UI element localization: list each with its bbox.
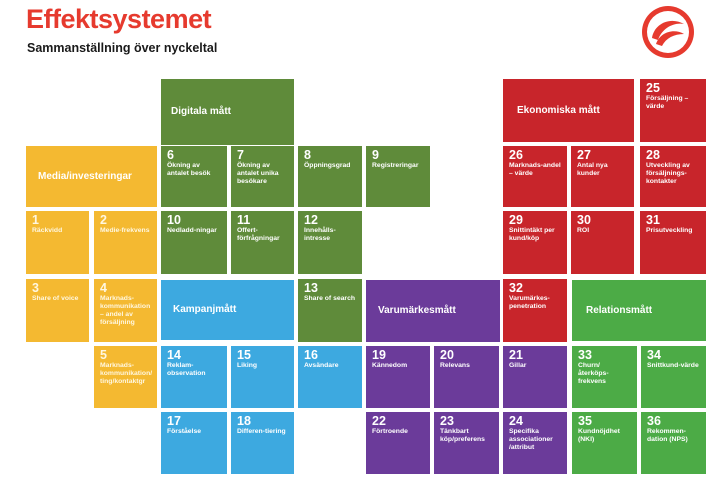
metric-tile-3: 3 Share of voice bbox=[26, 279, 89, 342]
metric-tile-25: 25 Försäljning – värde bbox=[640, 79, 706, 142]
metric-tile-29: 29 Snittintäkt per kund/köp bbox=[503, 211, 567, 274]
metric-tile-10: 10 Nedladd-ningar bbox=[161, 211, 227, 274]
metric-tile-28: 28 Utveckling av försäljnings-kontakter bbox=[640, 146, 706, 207]
metric-tile-19: 19 Kännedom bbox=[366, 346, 430, 408]
metric-tile-26: 26 Marknads-andel – värde bbox=[503, 146, 567, 207]
metric-tile-36: 36 Rekommen-dation (NPS) bbox=[641, 412, 706, 474]
header-relationsmatt: Relationsmått bbox=[572, 280, 706, 341]
metric-tile-30: 30 ROI bbox=[571, 211, 634, 274]
header-media-investeringar: Media/investeringar bbox=[26, 146, 157, 207]
metric-tile-14: 14 Reklam-observation bbox=[161, 346, 227, 408]
metric-tile-34: 34 Snittkund-värde bbox=[641, 346, 706, 408]
metric-tile-4: 4 Marknads-kommunikation – andel av förs… bbox=[94, 279, 157, 342]
metric-tile-13: 13 Share of search bbox=[298, 279, 362, 342]
metric-tile-32: 32 Varumärkes-penetration bbox=[503, 279, 567, 342]
metric-tile-21: 21 Gillar bbox=[503, 346, 567, 408]
metric-tile-11: 11 Offert-förfrågningar bbox=[231, 211, 294, 274]
metric-tile-9: 9 Registreringar bbox=[366, 146, 430, 207]
metric-tile-8: 8 Öppningsgrad bbox=[298, 146, 362, 207]
page-title: Effektsystemet bbox=[26, 4, 212, 34]
metric-tile-22: 22 Förtroende bbox=[366, 412, 430, 474]
metric-tile-1: 1 Räckvidd bbox=[26, 211, 89, 274]
metric-tile-33: 33 Churn/ återköps-frekvens bbox=[572, 346, 637, 408]
page-subtitle: Sammanställning över nyckeltal bbox=[27, 41, 218, 55]
metric-tile-24: 24 Specifika associationer /attribut bbox=[503, 412, 567, 474]
metric-tile-17: 17 Förståelse bbox=[161, 412, 227, 474]
metric-tile-18: 18 Differen-tiering bbox=[231, 412, 294, 474]
header-ekonomiska-matt: Ekonomiska mått bbox=[503, 79, 634, 142]
metric-tile-27: 27 Antal nya kunder bbox=[571, 146, 634, 207]
metric-tile-16: 16 Avsändare bbox=[298, 346, 362, 408]
metric-tile-12: 12 Innehålls-intresse bbox=[298, 211, 362, 274]
metric-tile-35: 35 Kundnöjdhet (NKI) bbox=[572, 412, 637, 474]
metric-tile-31: 31 Prisutveckling bbox=[640, 211, 706, 274]
header-digitala-matt: Digitala mått bbox=[161, 79, 294, 145]
metric-tile-15: 15 Liking bbox=[231, 346, 294, 408]
metric-tile-5: 5 Marknads-kommunikation/ ting/kontaktgr bbox=[94, 346, 157, 408]
brand-logo-icon bbox=[642, 6, 694, 58]
metric-tile-23: 23 Tänkbart köp/preferens bbox=[434, 412, 499, 474]
header-varumarkesmatt: Varumärkesmått bbox=[366, 280, 500, 342]
metric-tile-20: 20 Relevans bbox=[434, 346, 499, 408]
metric-tile-2: 2 Medie-frekvens bbox=[94, 211, 157, 274]
header-kampanjmatt: Kampanjmått bbox=[161, 280, 294, 340]
metric-tile-6: 6 Ökning av antalet besök bbox=[161, 146, 227, 207]
metric-tile-7: 7 Ökning av antalet unika besökare bbox=[231, 146, 294, 207]
